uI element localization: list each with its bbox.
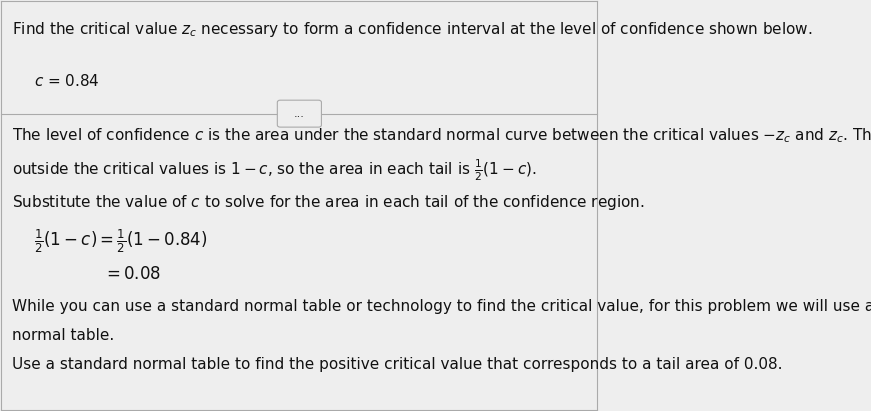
Text: $\frac{1}{2}(1-c) = \frac{1}{2}(1-0.84)$: $\frac{1}{2}(1-c) = \frac{1}{2}(1-0.84)$	[34, 228, 207, 255]
Text: Use a standard normal table to find the positive critical value that corresponds: Use a standard normal table to find the …	[12, 356, 783, 372]
Text: ...: ...	[294, 109, 305, 119]
Text: The level of confidence $c$ is the area under the standard normal curve between : The level of confidence $c$ is the area …	[12, 126, 871, 145]
Text: Find the critical value $z_c$ necessary to form a confidence interval at the lev: Find the critical value $z_c$ necessary …	[12, 20, 813, 39]
FancyBboxPatch shape	[277, 100, 321, 127]
Text: outside the critical values is $1-c$, so the area in each tail is $\frac{1}{2}(1: outside the critical values is $1-c$, so…	[12, 157, 537, 183]
Text: normal table.: normal table.	[12, 328, 114, 343]
Text: Substitute the value of $c$ to solve for the area in each tail of the confidence: Substitute the value of $c$ to solve for…	[12, 193, 645, 212]
Text: $c$ = 0.84: $c$ = 0.84	[34, 73, 99, 89]
Text: While you can use a standard normal table or technology to find the critical val: While you can use a standard normal tabl…	[12, 298, 871, 314]
Text: $= 0.08$: $= 0.08$	[103, 265, 161, 283]
